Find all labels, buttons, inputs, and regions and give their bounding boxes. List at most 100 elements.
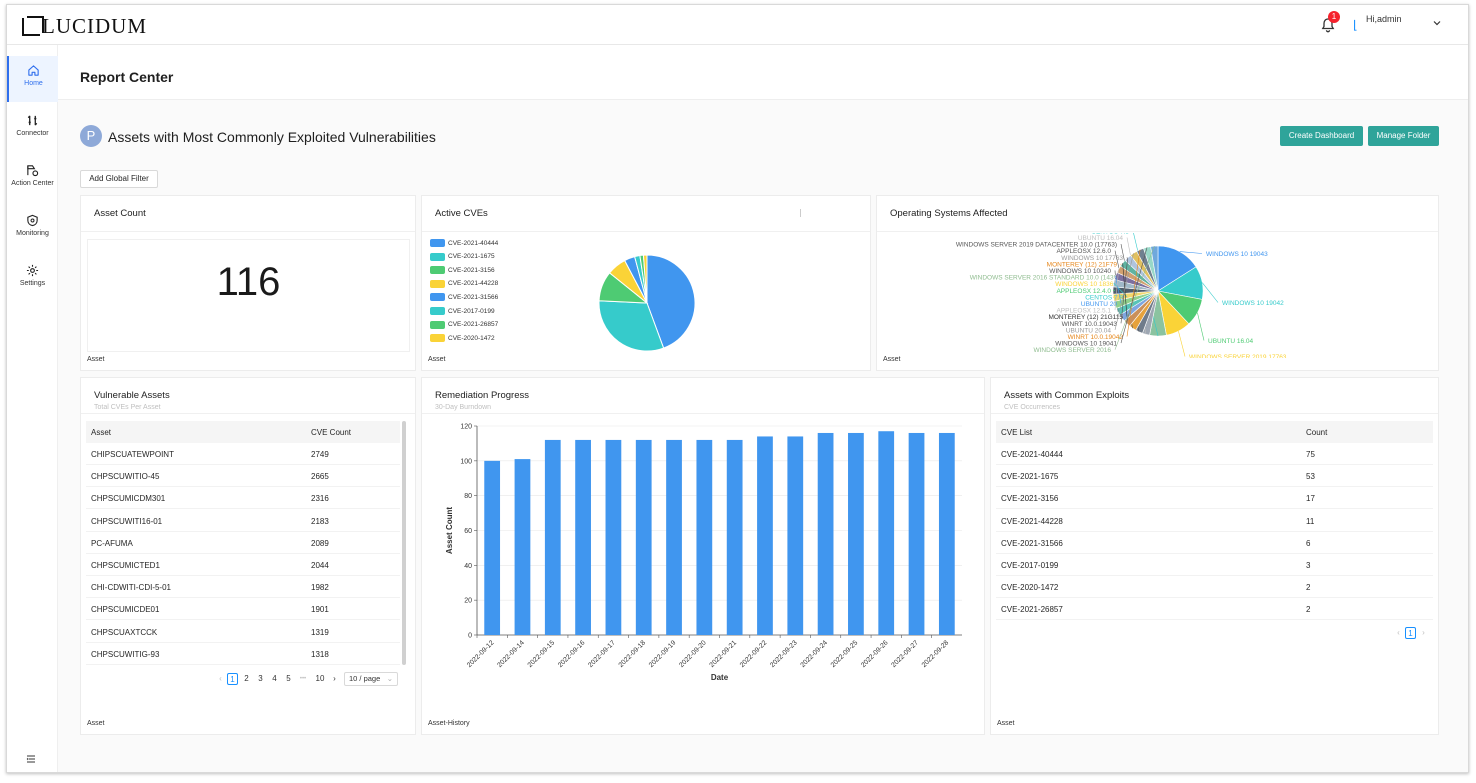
sidebar-item-connector[interactable]: Connector [7, 106, 58, 152]
page-button[interactable]: 10 [315, 674, 325, 683]
table-row[interactable]: CHIPSCUATEWPOINT 2749 [86, 443, 400, 465]
page-size-select[interactable]: 10 / page ⌄ [344, 672, 398, 686]
create-dashboard-button[interactable]: Create Dashboard [1280, 126, 1363, 146]
home-icon [28, 65, 39, 76]
cve-count-cell: 1319 [311, 627, 329, 637]
sidebar-item-settings[interactable]: Settings [7, 256, 58, 302]
x-tick-label: 2022-09-28 [921, 639, 951, 669]
card-footer: Asset [997, 720, 1015, 727]
page-button[interactable]: 4 [272, 674, 277, 683]
page-button[interactable]: 3 [258, 674, 263, 683]
bar[interactable] [575, 439, 591, 635]
table-row[interactable]: CVE-2017-0199 3 [996, 554, 1433, 576]
table-row[interactable]: CHPSCUMICTED1 2044 [86, 554, 400, 576]
bar[interactable] [514, 459, 531, 635]
table-row[interactable]: CHI-CDWITI-CDI-5-01 1982 [86, 576, 400, 599]
page-ellipsis[interactable]: ••• [299, 676, 307, 682]
x-tick-label: 2022-09-18 [618, 639, 648, 669]
legend-item[interactable]: CVE-2021-40444 [430, 238, 498, 248]
sidebar-item-action-center[interactable]: Action Center [7, 156, 58, 202]
table-row[interactable]: CHPSCUAXTCCK 1319 [86, 621, 400, 643]
table-row[interactable]: CVE-2021-31566 6 [996, 532, 1433, 554]
legend-item[interactable]: CVE-2017-0199 [430, 306, 495, 316]
legend-item[interactable]: CVE-2021-31566 [430, 292, 498, 302]
legend-item[interactable]: CVE-2020-1472 [430, 333, 495, 343]
asset-name-cell: CHPSCUMICTED1 [91, 561, 160, 570]
legend-swatch [430, 334, 445, 343]
asset-name-cell: CHPSCUAXTCCK [91, 627, 158, 637]
prev-page-icon[interactable]: ‹ [1397, 628, 1400, 637]
pie-slice[interactable] [642, 254, 648, 304]
table-row[interactable]: CVE-2021-1675 53 [996, 465, 1433, 488]
next-page-icon[interactable]: › [1422, 628, 1425, 637]
pie-slice[interactable] [1157, 245, 1197, 292]
table-row[interactable]: CHPSCUWITI16-01 2183 [86, 510, 400, 532]
bar[interactable] [817, 432, 834, 635]
chevron-down-icon[interactable] [1432, 18, 1442, 28]
y-tick-label: 120 [460, 424, 472, 431]
table-row[interactable]: CVE-2021-40444 75 [996, 443, 1433, 465]
table-row[interactable]: CVE-2021-3156 17 [996, 487, 1433, 510]
x-tick-label: 2022-09-24 [799, 639, 829, 669]
add-global-filter-button[interactable]: Add Global Filter [80, 170, 158, 188]
cve-id-cell: CVE-2021-44228 [1001, 516, 1063, 526]
bar[interactable] [635, 439, 652, 635]
card-title: Assets with Common Exploits [1004, 390, 1130, 401]
column-header[interactable]: CVE List [1001, 428, 1033, 437]
dashboard-avatar: P [80, 125, 102, 147]
bar[interactable] [848, 432, 864, 635]
bar[interactable] [666, 439, 682, 635]
manage-folder-button[interactable]: Manage Folder [1368, 126, 1439, 146]
table-row[interactable]: CVE-2021-44228 11 [996, 510, 1433, 532]
column-header[interactable]: Asset [91, 428, 112, 437]
bar[interactable] [544, 439, 561, 635]
bar[interactable] [696, 439, 713, 635]
page-button[interactable]: 1 [1405, 627, 1416, 639]
logo[interactable]: LUCIDUM [22, 14, 147, 39]
legend-item[interactable]: CVE-2021-1675 [430, 252, 495, 262]
bar[interactable] [938, 432, 955, 635]
bar[interactable] [908, 432, 925, 635]
bar[interactable] [726, 439, 743, 635]
bar[interactable] [484, 460, 501, 635]
page-title: Report Center [80, 69, 174, 85]
bar[interactable] [757, 436, 773, 635]
os-label: WINDOWS SERVER 2016 [1033, 347, 1111, 354]
legend-swatch [430, 279, 445, 288]
table-row[interactable]: CHPSCUMICDE01 1901 [86, 598, 400, 621]
prev-page-icon[interactable]: ‹ [219, 674, 222, 683]
table-row[interactable]: CHPSCUWITIG-93 1318 [86, 643, 400, 665]
table-row[interactable]: CVE-2020-1472 2 [996, 576, 1433, 599]
active-cves-pie[interactable] [592, 248, 702, 358]
active-cves-card: Active CVEs CVE-2021-40444 CVE-2021-1675 C… [421, 195, 871, 371]
x-tick-label: 2022-09-23 [769, 639, 799, 669]
sidebar-item-home[interactable]: Home [7, 56, 58, 102]
table-row[interactable]: CHPSCUWITIO-45 2665 [86, 465, 400, 488]
table-row[interactable]: PC-AFUMA 2089 [86, 532, 400, 554]
bar[interactable] [878, 431, 895, 635]
legend-item[interactable]: CVE-2021-44228 [430, 279, 498, 289]
scrollbar[interactable] [402, 421, 406, 665]
table-row[interactable]: CVE-2021-26857 2 [996, 598, 1433, 621]
os-label: UBUNTU 20 [1081, 301, 1118, 308]
collapse-menu-icon[interactable] [26, 754, 36, 764]
os-label: WINDOWS SERVER 2019 17763 [1189, 354, 1287, 358]
next-page-icon[interactable]: › [333, 674, 336, 683]
page-button[interactable]: 2 [244, 674, 249, 683]
column-header[interactable]: Count [1306, 428, 1328, 437]
page-button[interactable]: 1 [227, 673, 238, 685]
pie-slice[interactable] [646, 254, 696, 349]
page-button[interactable]: 5 [286, 674, 291, 683]
user-avatar[interactable]: ⌊ [1353, 18, 1358, 32]
pie-slice[interactable] [598, 300, 665, 352]
sidebar-item-monitoring[interactable]: Monitoring [7, 206, 58, 252]
table-row[interactable]: CHPSCUMICDM301 2316 [86, 487, 400, 510]
bar[interactable] [605, 439, 622, 635]
legend-item[interactable]: CVE-2021-26857 [430, 320, 498, 330]
os-affected-pie[interactable]: WINDOWS 10 19043 WINDOWS 10 19042 UBUNTU 1… [877, 233, 1440, 358]
user-greeting[interactable]: Hi,admin [1366, 14, 1402, 24]
column-header[interactable]: CVE Count [311, 428, 352, 437]
legend-item[interactable]: CVE-2021-3156 [430, 265, 495, 275]
bar[interactable] [787, 436, 804, 635]
